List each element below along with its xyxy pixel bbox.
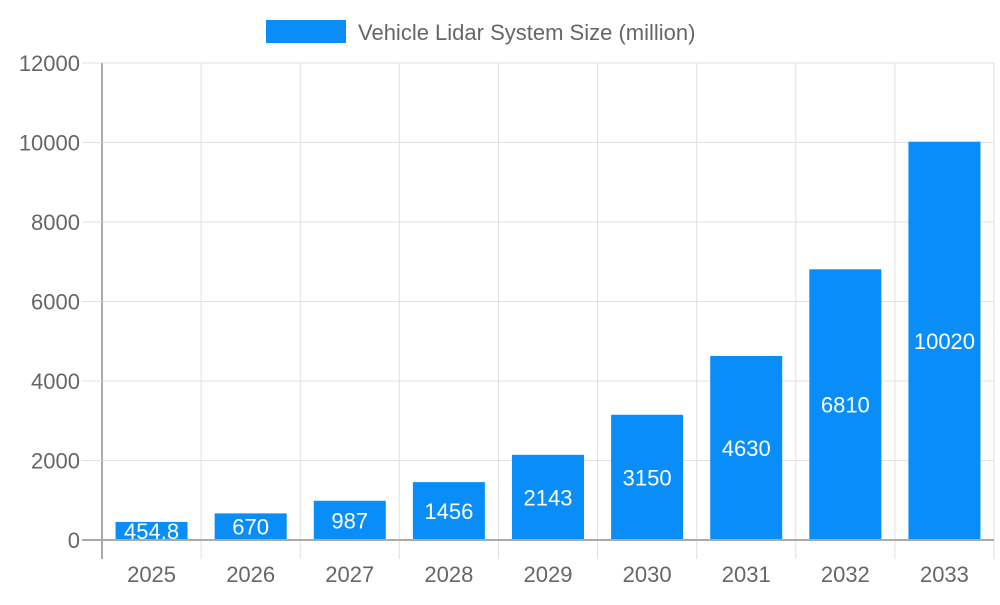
x-tick-label: 2031	[722, 562, 771, 587]
bar-2029	[512, 454, 584, 540]
data-label-2033: 10020	[914, 329, 975, 354]
y-tick-label: 6000	[31, 290, 80, 315]
data-label-2030: 3150	[623, 465, 672, 490]
bar-2033	[908, 141, 981, 540]
bar-2030	[611, 414, 684, 540]
data-label-2032: 6810	[821, 393, 870, 418]
x-tick-label: 2027	[325, 562, 374, 587]
x-tick-label: 2026	[226, 562, 275, 587]
bar-2028	[412, 482, 485, 540]
bar-2026	[214, 513, 287, 540]
data-label-2031: 4630	[722, 436, 771, 461]
bar-2032	[809, 269, 882, 540]
bar-2031	[710, 355, 783, 540]
bar-2025	[115, 521, 188, 540]
y-tick-label: 10000	[19, 131, 80, 156]
bars	[115, 141, 981, 540]
axes: 0 2000 4000 6000 8000 10000 12000 2025 2026 2027 2…	[19, 51, 994, 587]
y-tick-label: 4000	[31, 369, 80, 394]
x-tick-label: 2025	[127, 562, 176, 587]
legend-swatch	[266, 20, 346, 43]
data-label-2026: 670	[232, 515, 269, 540]
x-tick-label: 2029	[524, 562, 573, 587]
y-tick-label: 2000	[31, 449, 80, 474]
y-tick-label: 12000	[19, 51, 80, 76]
data-label-2028: 1456	[424, 499, 473, 524]
x-tick-label: 2028	[424, 562, 473, 587]
data-label-2029: 2143	[524, 485, 573, 510]
data-label-2027: 987	[331, 508, 368, 533]
legend[interactable]: Vehicle Lidar System Size (million)	[266, 20, 695, 45]
x-tick-label: 2032	[821, 562, 870, 587]
y-tick-label: 0	[68, 528, 80, 553]
bar-2027	[313, 500, 386, 540]
x-tick-label: 2033	[920, 562, 969, 587]
legend-label: Vehicle Lidar System Size (million)	[358, 20, 695, 45]
y-tick-label: 8000	[31, 210, 80, 235]
x-tick-label: 2030	[623, 562, 672, 587]
grid	[101, 62, 995, 559]
